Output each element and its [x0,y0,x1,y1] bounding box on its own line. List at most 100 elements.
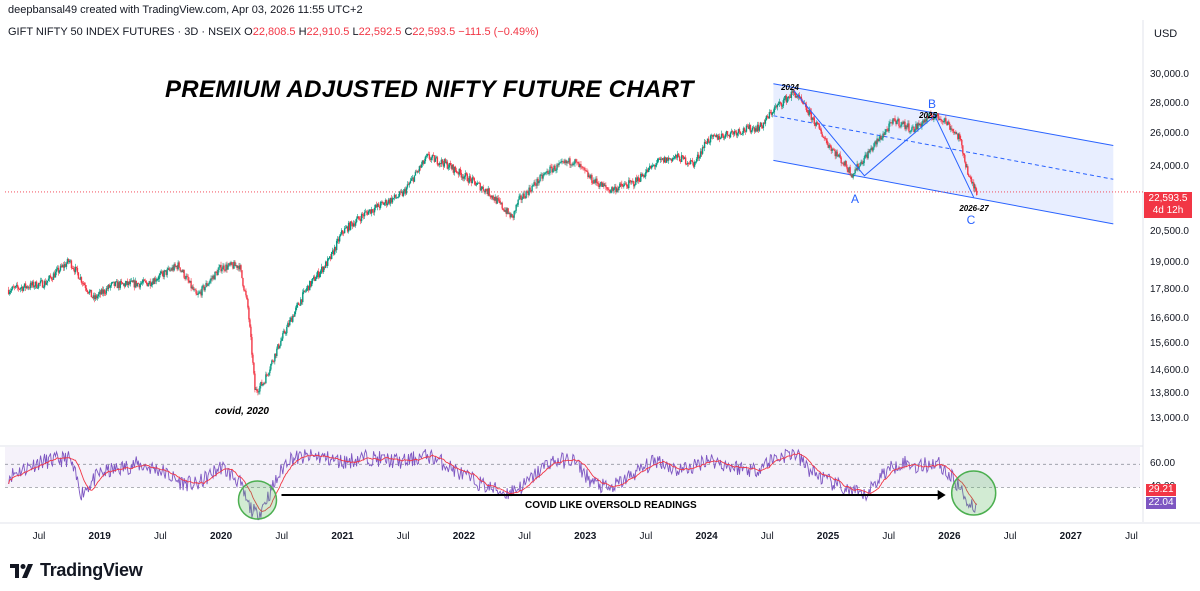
candle-body [86,290,89,293]
candle-body [782,100,785,106]
candle-body [729,132,732,138]
last-price-value: 22,593.5 [1148,193,1188,204]
candle-body [494,196,496,201]
candle-body [608,189,610,191]
time-tick-label: Jul [32,531,46,542]
candle-body [750,130,753,133]
candle-body [758,126,761,131]
currency-label[interactable]: USD [1154,28,1178,40]
candle-body [661,158,663,160]
candle-body [303,290,305,293]
candle-body [697,154,700,159]
candle-body [970,177,972,180]
candle-body [741,132,744,134]
candle-body [411,177,414,179]
candle-body [541,174,543,179]
candle-body [686,162,689,164]
candle-body [548,173,550,174]
candle-body [794,92,797,98]
candle-body [26,286,29,289]
candle-body [773,107,776,113]
channel-fill [773,83,1114,224]
candle-body [134,280,136,288]
candle-body [942,121,944,122]
channel-upper-line [773,83,1114,146]
candle-body [878,139,880,142]
candle-body [219,264,221,268]
time-tick-label: 2022 [452,531,475,542]
candle-body [401,191,404,196]
candle-body [143,279,145,281]
candle-body [555,169,557,171]
candle-body [454,166,457,171]
candle-body [126,281,128,286]
candle-body [768,112,771,119]
candle-body [869,149,871,153]
tradingview-footer[interactable]: TradingView [10,560,143,581]
candle-body [594,179,596,183]
candle-body [546,171,548,172]
candle-body [437,164,440,166]
candle-body [573,163,575,165]
candle-body [450,165,453,169]
candle-body [534,182,536,185]
candle-body [410,178,413,181]
candle-body [75,266,78,268]
candle-body [376,203,379,208]
candle-body [69,260,72,262]
candle-body [294,311,296,317]
candle-body [327,258,330,259]
candle-body [252,354,254,363]
candle-body [612,187,614,191]
candle-body [476,182,478,185]
candle-body [159,273,161,276]
candle-body [961,140,963,146]
candle-body [702,147,705,149]
candle-body [950,128,952,130]
candle-body [925,119,927,122]
candle-body [408,183,411,185]
candle-body [110,282,113,286]
candle-body [396,197,399,199]
tradingview-logo-icon [10,563,33,578]
candle-body [193,289,195,291]
candle-body [92,295,95,298]
candle-body [474,181,476,186]
candle-body [772,112,775,114]
current-oversold-circle [950,470,997,516]
candle-body [704,141,707,144]
candle-body [662,158,664,160]
candle-body [838,154,840,156]
candle-body [585,170,587,172]
time-tick-label: 2026 [938,531,961,542]
candle-body [150,284,152,286]
candle-body [904,121,906,129]
candle-body [440,159,443,164]
candle-body [819,128,821,130]
candle-body [514,210,516,212]
candle-body [931,115,933,118]
candle-body [87,292,90,294]
candle-body [796,96,799,98]
candle-body [493,198,495,201]
symbol-legend[interactable]: GIFT NIFTY 50 INDEX FUTURES · 3D · NSEIX… [8,26,539,38]
candle-body [723,137,726,139]
candle-body [478,182,480,184]
candle-body [609,189,611,193]
candle-body [586,170,588,172]
candle-body [574,159,576,164]
candle-body [600,181,602,186]
candle-body [550,166,552,168]
candle-body [101,289,104,294]
candle-body [718,136,721,140]
candle-body [242,277,244,286]
price-tick-label: 16,600.0 [1150,312,1189,324]
candle-body [947,121,949,125]
candle-body [974,186,976,189]
candle-body [71,268,74,269]
candle-body [469,176,471,179]
candle-body [735,131,738,136]
candle-body [285,333,287,334]
candle-body [138,283,140,288]
